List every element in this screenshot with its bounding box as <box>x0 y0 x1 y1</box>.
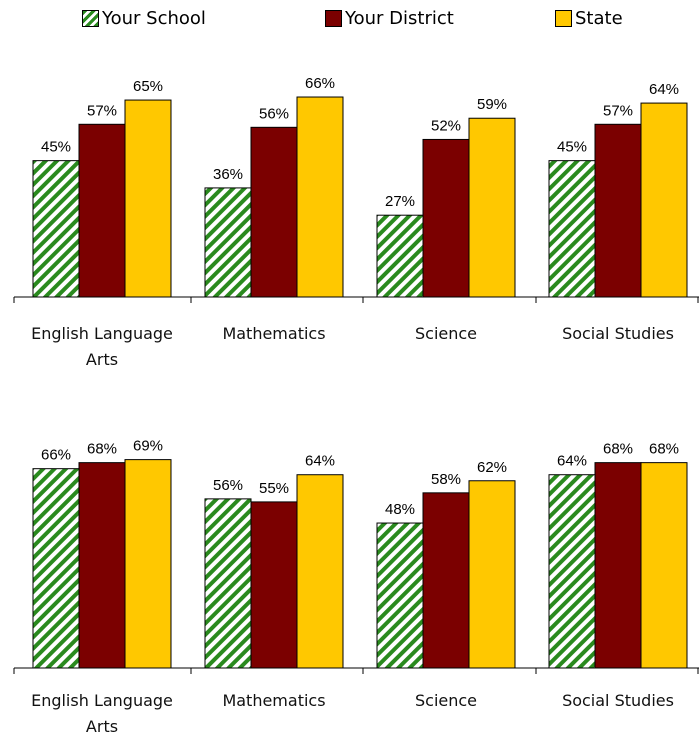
chart-1-data-label-state-4: 64% <box>649 81 679 98</box>
chart-2-bar-your-district-2 <box>250 501 298 669</box>
chart-1-bar-your-district-4 <box>594 123 642 298</box>
chart-2-data-label-your-school-2: 56% <box>213 477 243 494</box>
chart-2-bar-your-district-4 <box>594 462 642 669</box>
legend-item-your-district: Your District <box>325 8 454 29</box>
chart-legend: Your School Your District State <box>0 0 699 44</box>
chart-2-bar-state-3 <box>468 480 516 669</box>
chart-2-data-label-your-district-4: 68% <box>603 441 633 458</box>
chart-2-category-label-2: Mathematics <box>222 691 325 710</box>
chart-1-data-label-your-school-3: 27% <box>385 193 415 210</box>
chart-2-data-label-your-school-1: 66% <box>41 447 71 464</box>
legend-item-your-school: Your School <box>82 8 206 29</box>
legend-swatch-your-school <box>82 10 99 27</box>
chart-1-bar-your-district-2 <box>250 126 298 298</box>
chart-1-bar-your-school-4 <box>548 160 596 298</box>
chart-1-data-label-your-district-1: 57% <box>87 102 117 119</box>
chart-2-bar-your-district-3 <box>422 492 470 669</box>
chart-1-bar-state-3 <box>468 117 516 298</box>
chart-2-data-label-state-2: 64% <box>305 453 335 470</box>
chart-1-category-label-1-line-1: English Language <box>31 324 173 343</box>
legend-label-state: State <box>575 8 623 29</box>
chart-1-bar-your-school-3 <box>376 214 424 298</box>
chart-2-bar-state-4 <box>640 462 688 669</box>
chart-1-category-label-4: Social Studies <box>562 324 674 343</box>
chart-2-category-label-1-line-1: English Language <box>31 691 173 710</box>
chart-2-data-label-your-district-3: 58% <box>431 471 461 488</box>
chart-2-data-label-your-district-2: 55% <box>259 480 289 497</box>
chart-2-bar-your-district-1 <box>78 462 126 669</box>
chart-1-bar-state-2 <box>296 96 344 298</box>
chart-1-data-label-state-2: 66% <box>305 75 335 92</box>
chart-2-bar-your-school-2 <box>204 498 252 669</box>
chart-2-data-label-state-4: 68% <box>649 441 679 458</box>
chart-1-bar-your-school-1 <box>32 160 80 298</box>
chart-1-category-label-1-line-2: Arts <box>86 350 118 369</box>
chart-2-data-label-your-school-3: 48% <box>385 501 415 518</box>
chart-1-bar-your-district-1 <box>78 123 126 298</box>
chart-2-category-label-3: Science <box>415 691 477 710</box>
chart-2-data-label-state-3: 62% <box>477 459 507 476</box>
chart-1-data-label-your-district-3: 52% <box>431 117 461 134</box>
legend-swatch-state <box>555 10 572 27</box>
legend-swatch-your-district <box>325 10 342 27</box>
legend-item-state: State <box>555 8 623 29</box>
chart-2-category-label-1-line-2: Arts <box>86 717 118 736</box>
chart-1-data-label-your-school-4: 45% <box>557 139 587 156</box>
chart-1-bar-state-4 <box>640 102 688 298</box>
chart-2-bar-state-1 <box>124 459 172 669</box>
chart-1-data-label-state-1: 65% <box>133 78 163 95</box>
chart-2-bar-your-school-1 <box>32 468 80 669</box>
chart-2-bar-your-school-4 <box>548 474 596 669</box>
chart-2-data-label-your-district-1: 68% <box>87 441 117 458</box>
chart-1-data-label-state-3: 59% <box>477 96 507 113</box>
chart-1-data-label-your-district-4: 57% <box>603 102 633 119</box>
chart-2-bar-state-2 <box>296 474 344 669</box>
legend-label-your-school: Your School <box>102 8 206 29</box>
chart-1-data-label-your-school-2: 36% <box>213 166 243 183</box>
chart-1-data-label-your-district-2: 56% <box>259 105 289 122</box>
chart-1-category-label-3: Science <box>415 324 477 343</box>
chart-2-data-label-your-school-4: 64% <box>557 453 587 470</box>
chart-1-category-label-2: Mathematics <box>222 324 325 343</box>
legend-label-your-district: Your District <box>345 8 454 29</box>
chart-1-data-label-your-school-1: 45% <box>41 139 71 156</box>
chart-2-bar-your-school-3 <box>376 522 424 669</box>
chart-1-bar-your-district-3 <box>422 138 470 298</box>
chart-2-data-label-state-1: 69% <box>133 438 163 455</box>
chart-2-category-label-4: Social Studies <box>562 691 674 710</box>
chart-1-bar-your-school-2 <box>204 187 252 298</box>
chart-1-bar-state-1 <box>124 99 172 298</box>
